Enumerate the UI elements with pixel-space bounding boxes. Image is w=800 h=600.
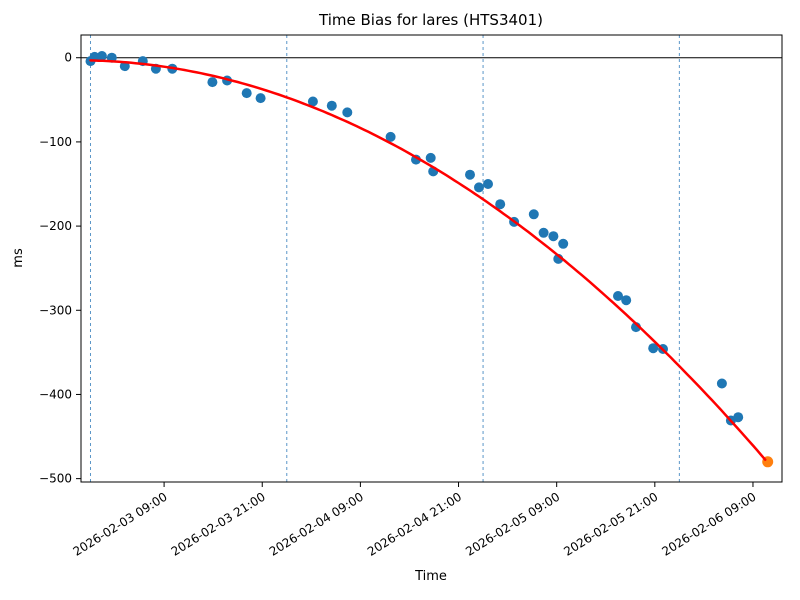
scatter-point [465, 169, 475, 180]
axes-layer: 2026-02-03 09:00 2026-02-03 21:00 2026-02-… [39, 34, 783, 559]
y-tick-label: −500 [39, 472, 72, 486]
scatter-point [96, 51, 107, 61]
scatter-point [733, 412, 744, 423]
y-tick-label: −300 [39, 303, 72, 317]
scatter-point [558, 238, 569, 249]
scatter-point [207, 77, 218, 88]
x-tick-label: 2026-02-04 09:00 [267, 490, 366, 559]
x-tick-label: 2026-02-03 09:00 [71, 490, 170, 559]
scatter-point [548, 231, 559, 242]
scatter-point [342, 107, 353, 118]
scatter-point [326, 100, 337, 111]
chart-title: Time Bias for lares (HTS3401) [318, 11, 543, 29]
scatter-point [483, 179, 493, 189]
scatter-point [385, 131, 396, 142]
scatter-point [538, 227, 549, 238]
y-axis-label: ms [11, 248, 26, 268]
data-layer [85, 51, 774, 468]
scatter-point [621, 295, 632, 306]
scatter-point [425, 152, 436, 163]
y-tick-label: −100 [39, 135, 72, 149]
x-tick-label: 2026-02-05 09:00 [463, 490, 562, 559]
scatter-point [241, 88, 252, 99]
y-tick-label: −400 [39, 387, 72, 401]
x-tick-label: 2026-02-06 09:00 [659, 490, 758, 559]
gridline-layer [81, 35, 782, 482]
axes-spines [80, 34, 783, 483]
quadratic-fit-curve [89, 59, 767, 461]
scatter-point [307, 96, 318, 107]
scatter-point [474, 182, 484, 193]
scatter-point [613, 291, 623, 301]
scatter-point [528, 209, 539, 220]
x-tick-label: 2026-02-04 21:00 [365, 490, 464, 559]
scatter-point [648, 343, 659, 354]
y-tick-label: −200 [39, 219, 72, 233]
scatter-point [255, 93, 266, 104]
y-tick-label: 0 [64, 51, 72, 65]
scatter-point [495, 199, 506, 210]
x-tick-label: 2026-02-05 21:00 [561, 490, 660, 559]
scatter-point [716, 378, 727, 389]
x-tick-label: 2026-02-03 21:00 [169, 490, 268, 559]
x-axis-label: Time [414, 569, 447, 584]
